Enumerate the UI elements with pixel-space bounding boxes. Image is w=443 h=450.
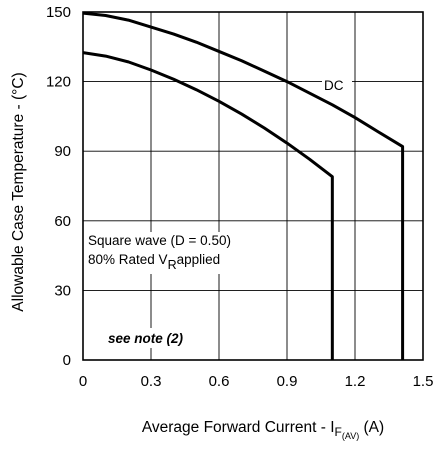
y-tick-label: 150 <box>46 4 71 21</box>
x-tick-label: 0 <box>79 373 87 390</box>
x-axis-label-sub-f: F <box>335 425 342 439</box>
x-axis-label-prefix: Average Forward Current - I <box>142 419 335 436</box>
note-label: see note (2) <box>108 331 184 346</box>
dc-label-background <box>322 76 352 94</box>
rated-voltage-label: 80% Rated VRapplied <box>88 252 220 272</box>
rated-prefix: 80% Rated V <box>88 252 168 267</box>
x-axis-label: Average Forward Current - IF(AV) (A) <box>142 419 384 441</box>
y-tick-label: 90 <box>54 143 71 160</box>
x-tick-label: 1.2 <box>345 373 366 390</box>
x-tick-label: 0.9 <box>277 373 298 390</box>
x-axis-label-sub-av: (AV) <box>342 431 359 441</box>
note-background <box>105 328 201 348</box>
series-layer <box>82 11 405 360</box>
square-wave-label: Square wave (D = 0.50) <box>88 233 231 248</box>
plot-frame <box>82 11 424 361</box>
rated-suffix: applied <box>177 252 221 267</box>
y-tick-label: 60 <box>54 213 71 230</box>
y-tick-label: 30 <box>54 282 71 299</box>
y-axis-label: Allowable Case Temperature - (°C) <box>10 72 27 311</box>
x-axis-label-suffix: (A) <box>359 419 384 436</box>
x-tick-label: 0.3 <box>141 373 162 390</box>
tick-labels: 0 0.3 0.6 0.9 1.2 1.5 0 30 60 90 120 150 <box>46 4 433 390</box>
x-tick-label: 0.6 <box>209 373 230 390</box>
y-tick-label: 120 <box>46 74 71 91</box>
x-tick-label: 1.5 <box>413 373 434 390</box>
y-tick-label: 0 <box>63 352 71 369</box>
series-line-1 <box>82 51 334 360</box>
series-line-0 <box>82 11 405 360</box>
square-wave-label-background <box>86 232 268 274</box>
rated-subscript: R <box>168 258 177 272</box>
dc-series-label: DC <box>324 78 344 93</box>
